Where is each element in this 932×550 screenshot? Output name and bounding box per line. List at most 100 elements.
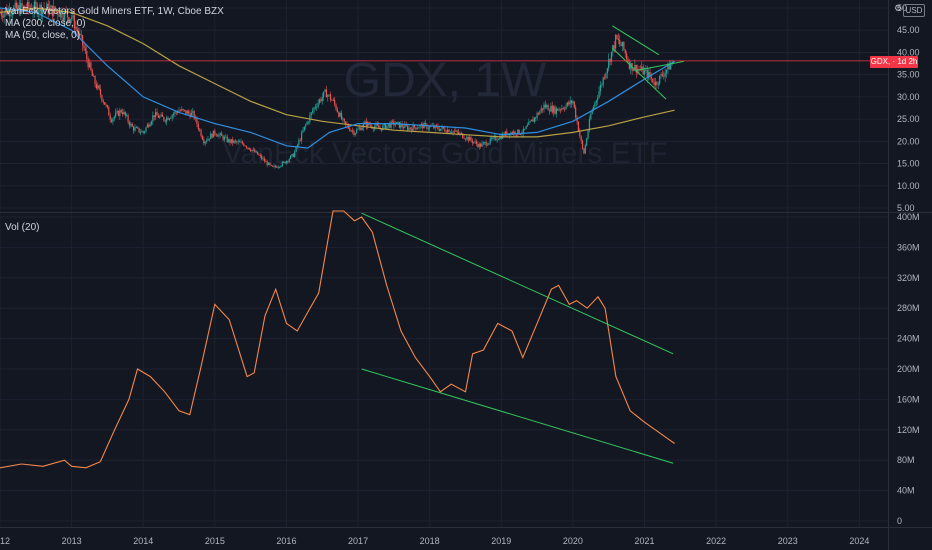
candle-body [667,63,669,70]
candle-body [338,112,340,117]
candle-body [389,124,391,128]
candle-body [653,82,655,86]
candle-body [303,126,305,131]
candle-body [419,125,421,128]
candle-body [621,41,624,47]
candle-body [426,124,428,129]
candle-body [302,130,304,133]
price-trend-line [637,60,684,71]
gear-icon[interactable]: ⚙ [894,3,903,13]
volume-axis-label: 200M [897,364,920,374]
volume-axis-label: 240M [897,334,920,344]
candle-body [521,133,523,135]
candle-body [91,70,93,77]
volume-axis-label: 80M [897,455,915,465]
price-trend-line [612,25,660,56]
candle-body [391,121,394,123]
candle-body [149,124,151,127]
candle-body [540,108,542,112]
candle-body [218,134,220,137]
candle-body [11,13,13,16]
candle-body [121,112,124,115]
candle-body [10,15,12,17]
candle-body [378,125,380,128]
candle-body [31,8,33,12]
candle-body [547,105,549,111]
time-axis-label: 2016 [276,536,296,546]
candle-body [307,121,310,123]
candle-body [424,123,427,125]
candle-body [617,38,619,41]
candle-body [233,140,235,143]
candle-body [207,138,209,141]
symbol-title[interactable]: VanEck Vectors Gold Miners ETF, 1W, Cboe… [5,6,224,17]
candle-body [464,138,467,140]
candle-body [166,117,168,122]
ma50-legend[interactable]: MA (50, close, 0) [5,30,81,41]
candle-body [277,166,279,168]
candle-body [656,81,658,85]
candle-body [327,95,329,98]
candle-body [623,41,625,50]
price-axis-label: 30.00 [897,92,920,102]
candle-body [484,142,486,143]
candle-body [221,133,223,136]
candle-body [387,124,389,126]
candle-body [316,106,318,108]
candle-body [537,113,540,115]
volume-legend[interactable]: Vol (20) [5,222,40,233]
candle-body [610,51,613,63]
candle-body [144,131,146,133]
candle-body [469,137,471,141]
candle-body [353,130,355,135]
currency-badge[interactable]: USD [903,4,925,17]
candle-body [437,126,439,129]
candle-body [289,155,292,159]
candle-body [47,3,49,14]
candle-body [0,12,2,16]
candle-body [251,150,253,152]
candle-body [295,146,297,152]
candle-body [657,83,659,85]
candle-body [546,105,548,108]
candle-body [299,140,301,142]
time-axis-label: 2019 [491,536,511,546]
candle-body [9,9,11,17]
candle-body [519,134,522,136]
candle-body [343,118,345,122]
price-axis-label: 35.00 [897,70,920,80]
candle-body [642,66,644,75]
time-axis-label: 2018 [420,536,440,546]
candle-body [110,119,113,122]
candle-body [266,161,268,166]
candle-body [442,126,445,129]
candle-body [75,27,77,29]
candle-body [37,11,40,15]
candle-body [422,124,424,129]
candle-body [263,158,266,162]
candle-body [113,116,115,119]
volume-trend-line [361,212,674,355]
candle-body [328,94,330,96]
candle-body [298,140,300,146]
candle-body [598,91,600,98]
candle-body [504,131,507,136]
candle-body [626,53,628,60]
ma200-legend[interactable]: MA (200, close, 0) [5,18,86,29]
candle-body [259,155,261,156]
candle-body [670,64,672,70]
candle-body [429,126,431,129]
candle-body [128,121,131,126]
candle-body [555,108,557,114]
candle-body [168,118,170,120]
time-axis-label: 2012 [0,536,10,546]
candle-body [239,141,241,143]
symbol-legend[interactable]: VanEck Vectors Gold Miners ETF, 1W, Cboe… [5,6,224,42]
candle-body [20,3,22,15]
candle-body [167,117,169,120]
candle-body [418,127,420,129]
price-axis-label: 40.00 [897,47,920,57]
candle-body [340,112,343,120]
